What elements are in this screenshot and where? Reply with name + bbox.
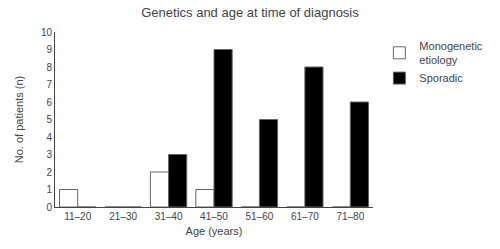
svg-text:2: 2	[46, 167, 52, 178]
svg-text:6: 6	[46, 97, 52, 108]
svg-text:0: 0	[46, 202, 52, 213]
svg-text:8: 8	[46, 62, 52, 73]
svg-text:4: 4	[46, 132, 52, 143]
svg-text:31–40: 31–40	[155, 211, 183, 222]
svg-text:21–30: 21–30	[109, 211, 137, 222]
svg-text:71–80: 71–80	[336, 211, 364, 222]
svg-text:Genetics and age at time of di: Genetics and age at time of diagnosis	[141, 5, 359, 20]
svg-text:51–60: 51–60	[246, 211, 274, 222]
svg-text:5: 5	[46, 114, 52, 125]
svg-text:11–20: 11–20	[64, 211, 92, 222]
svg-text:61–70: 61–70	[291, 211, 319, 222]
svg-text:Age (years): Age (years)	[186, 225, 243, 237]
svg-text:Monogeneticetiology: Monogeneticetiology	[419, 40, 482, 66]
svg-text:Sporadic: Sporadic	[419, 72, 463, 84]
svg-text:No. of patients (n): No. of patients (n)	[13, 76, 25, 163]
svg-text:7: 7	[46, 79, 52, 90]
svg-text:41–50: 41–50	[200, 211, 228, 222]
svg-text:9: 9	[46, 44, 52, 55]
svg-text:3: 3	[46, 149, 52, 160]
svg-text:10: 10	[41, 27, 53, 38]
svg-text:1: 1	[46, 184, 52, 195]
